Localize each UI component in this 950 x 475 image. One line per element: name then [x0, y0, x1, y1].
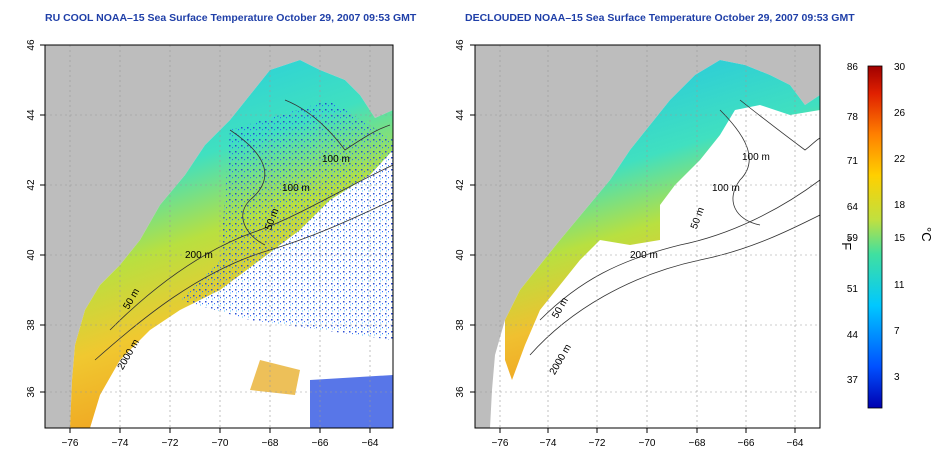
contour-label: 100 m	[322, 154, 350, 165]
lon-tick: −70	[212, 438, 229, 449]
lat-tick: 42	[26, 179, 37, 191]
lat-tick: 38	[26, 319, 37, 331]
lat-tick: 44	[26, 109, 37, 121]
lon-tick: −76	[62, 438, 79, 449]
lon-tick: −68	[262, 438, 279, 449]
land-left	[45, 45, 393, 428]
map-title-left: RU COOL NOAA–15 Sea Surface Temperature …	[45, 12, 417, 24]
lon-tick: −64	[362, 438, 379, 449]
lat-tick: 46	[26, 39, 37, 51]
lon-tick: −72	[162, 438, 179, 449]
contour-label: 200 m	[185, 250, 213, 261]
map-title-right: DECLOUDED NOAA–15 Sea Surface Temperatur…	[465, 12, 855, 24]
contour-label: 100 m	[282, 183, 310, 194]
lat-tick: 40	[26, 249, 37, 261]
lon-tick: −74	[112, 438, 129, 449]
lon-tick: −66	[312, 438, 329, 449]
lat-tick: 36	[26, 386, 37, 398]
